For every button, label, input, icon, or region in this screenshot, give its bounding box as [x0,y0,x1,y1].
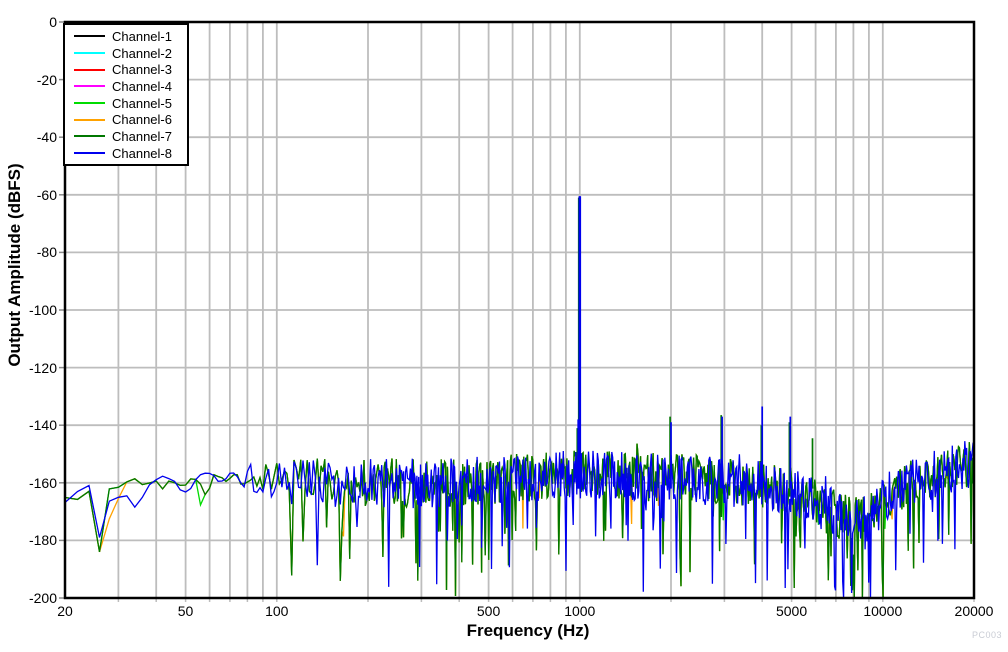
x-axis-tick-label: 500 [476,603,501,619]
y-axis-tick-label: -100 [28,302,57,318]
channel-7-spurs [576,197,814,489]
x-axis-tick-label: 20 [57,603,73,619]
x-axis-tick-label: 10000 [863,603,903,619]
watermark: PC003 [972,630,1003,640]
legend-label-channel-7: Channel-7 [112,128,172,144]
legend-item-channel-2: Channel-2 [65,45,187,62]
legend-label-channel-2: Channel-2 [112,45,172,61]
channel-8-trace [64,441,975,599]
legend-swatch-channel-1 [74,35,105,38]
y-axis-title: Output Amplitude (dBFS) [5,163,24,367]
legend-item-channel-3: Channel-3 [65,61,187,78]
legend-swatch-channel-8 [74,152,105,155]
y-axis-tick-label: -160 [28,474,57,491]
legend-item-channel-8: Channel-8 [65,145,187,162]
x-axis-tick-label: 5000 [775,603,808,619]
legend-swatch-channel-3 [74,68,105,71]
y-axis-tick-label: -200 [28,590,57,606]
legend-item-channel-4: Channel-4 [65,78,187,95]
y-axis-tick-label: 0 [49,14,57,30]
x-axis-tick-label: 20000 [954,603,994,619]
legend-item-channel-6: Channel-6 [65,111,187,128]
y-axis-tick-label: -80 [36,244,57,261]
legend-item-channel-5: Channel-5 [65,95,187,112]
channel-8-spurs [577,196,792,489]
x-axis-tick-label: 50 [177,603,194,619]
legend-swatch-channel-4 [74,85,105,88]
channel-7-trace [64,439,975,599]
y-axis-tick-label: -60 [36,186,57,203]
x-axis-title: Frequency (Hz) [466,621,590,640]
legend-item-channel-1: Channel-1 [65,28,187,45]
y-axis-tick-label: -40 [36,129,57,146]
legend-swatch-channel-2 [74,52,105,55]
x-axis-tick-label: 100 [265,603,289,619]
legend-item-channel-7: Channel-7 [65,128,187,145]
y-axis-tick-label: -20 [36,71,57,88]
legend-label-channel-5: Channel-5 [112,95,172,111]
legend-label-channel-4: Channel-4 [112,78,172,94]
legend: Channel-1 Channel-2 Channel-3 Channel-4 Chan… [63,23,189,166]
x-axis-tick-label: 1000 [564,603,596,619]
y-axis-tick-label: -120 [28,359,57,376]
legend-swatch-channel-6 [74,118,105,121]
legend-label-channel-1: Channel-1 [112,28,172,44]
y-axis-tick-label: -140 [28,417,57,434]
plot-frame [63,20,976,600]
legend-label-channel-6: Channel-6 [112,112,172,128]
legend-label-channel-3: Channel-3 [112,62,172,78]
legend-label-channel-8: Channel-8 [112,145,172,161]
y-axis-tick-label: -180 [28,532,57,549]
legend-swatch-channel-5 [74,102,105,105]
legend-swatch-channel-7 [74,135,105,138]
